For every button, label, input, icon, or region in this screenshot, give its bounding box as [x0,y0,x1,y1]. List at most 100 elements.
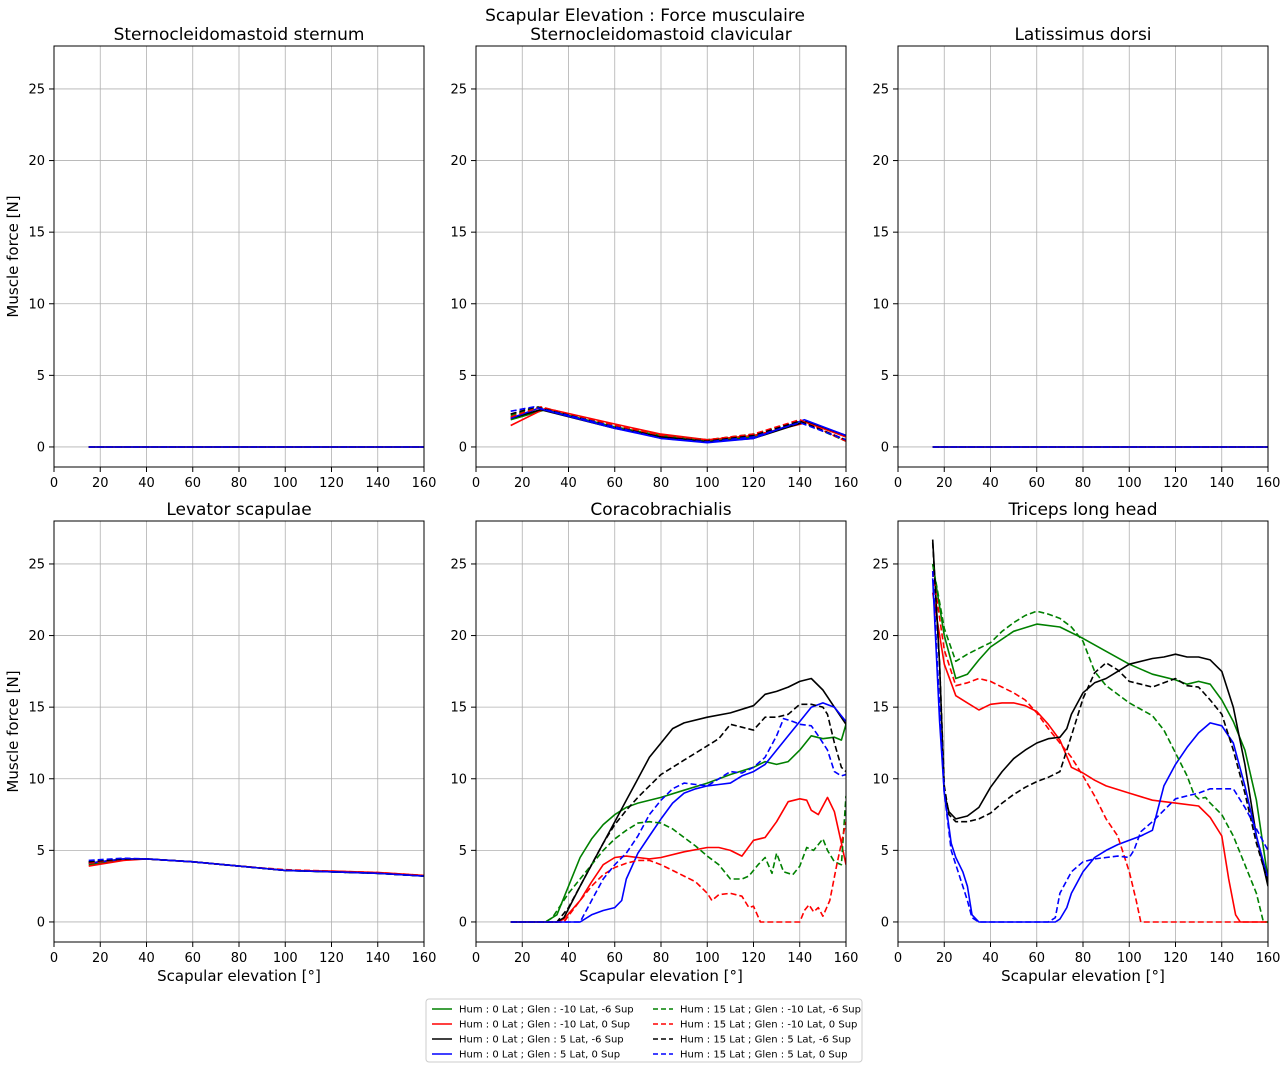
y-tick-label: 15 [872,701,889,716]
x-tick-label: 80 [231,476,248,491]
series-line-6 [510,406,846,442]
y-tick-label: 5 [459,369,467,384]
y-axis-label: Muscle force [N] [4,195,22,317]
y-tick-label: 25 [872,82,889,97]
x-tick-label: 80 [1075,476,1092,491]
subplot-3: 0 20 40 60 80 100 120 140 160 0 5 10 15 20 25 Latissimu… [872,25,1280,491]
legend-label: Hum : 15 Lat ; Glen : 5 Lat, -6 Sup [680,1035,851,1046]
x-tick-label: 0 [50,951,58,966]
subplot-2: 0 20 40 60 80 100 120 140 160 0 5 10 15 20 25 Sternocle… [450,25,858,491]
y-tick-label: 15 [450,701,467,716]
x-tick-label: 40 [138,476,155,491]
subplot-5: 0 20 40 60 80 100 120 140 160 0 5 10 15 20 25 Coracobra… [450,500,858,985]
series-line-7 [510,703,846,923]
x-tick-label: 140 [365,951,390,966]
x-tick-label: 60 [1028,951,1045,966]
x-tick-label: 120 [1163,476,1188,491]
legend-label: Hum : 0 Lat ; Glen : -10 Lat, -6 Sup [459,1005,634,1016]
legend-label: Hum : 0 Lat ; Glen : -10 Lat, 0 Sup [459,1020,630,1031]
x-tick-label: 160 [834,951,859,966]
legend-frame [425,998,863,1063]
y-tick-label: 25 [872,557,889,572]
series-line-1 [931,563,1268,880]
x-tick-label: 60 [606,951,623,966]
y-tick-label: 20 [28,629,45,644]
series-line-2 [931,592,1268,923]
x-tick-label: 140 [1209,951,1234,966]
x-tick-label: 120 [319,951,344,966]
x-tick-label: 20 [514,476,531,491]
y-tick-label: 10 [28,772,45,787]
y-tick-label: 20 [872,154,889,169]
x-tick-label: 140 [787,476,812,491]
subplot-grid: 0 20 40 60 80 100 120 140 1600510152025Sternocle… [4,25,1280,985]
x-tick-label: 80 [653,951,670,966]
y-tick-label: 20 [872,629,889,644]
x-tick-label: 80 [1075,951,1092,966]
x-tick-label: 100 [1117,951,1142,966]
y-tick-label: 15 [450,226,467,241]
x-tick-label: 140 [787,951,812,966]
x-axis-label: Scapular elevation [°] [579,967,743,985]
series-line-8 [510,717,846,923]
x-tick-label: 40 [982,951,999,966]
y-tick-label: 5 [881,844,889,859]
subplot-title: Latissimus dorsi [1014,25,1151,45]
x-tick-label: 40 [560,951,577,966]
y-tick-label: 0 [459,440,467,455]
legend: Hum : 0 Lat ; Glen : -10 Lat, -6 Sup Hum … [425,998,863,1063]
y-tick-label: 10 [872,772,889,787]
x-tick-label: 160 [834,476,859,491]
x-tick-label: 20 [514,951,531,966]
x-tick-label: 40 [560,476,577,491]
subplot-4: 0 20 40 60 80 100 120 140 160 0 5 10 15 20 25 Levator s… [4,500,436,985]
legend-label: Hum : 15 Lat ; Glen : -10 Lat, -6 Sup [680,1005,861,1016]
x-tick-label: 100 [273,951,298,966]
x-tick-label: 100 [273,476,298,491]
x-axis-label: Scapular elevation [°] [157,967,321,985]
y-tick-label: 15 [28,701,45,716]
x-tick-label: 20 [92,951,109,966]
x-tick-label: 0 [894,476,902,491]
x-tick-label: 20 [936,476,953,491]
series-line-8 [510,406,846,443]
x-tick-label: 0 [472,476,480,491]
series-line-8 [931,571,1268,923]
x-tick-label: 140 [1209,476,1234,491]
x-tick-label: 160 [1256,951,1281,966]
y-tick-label: 5 [881,369,889,384]
y-tick-label: 25 [450,82,467,97]
y-tick-label: 0 [37,440,45,455]
x-tick-label: 160 [1256,476,1281,491]
series-line-1 [510,724,846,923]
legend-label: Hum : 0 Lat ; Glen : 5 Lat, -6 Sup [459,1035,624,1046]
y-tick-label: 20 [450,154,467,169]
legend-label: Hum : 15 Lat ; Glen : 5 Lat, 0 Sup [680,1050,847,1061]
x-tick-label: 160 [412,951,437,966]
y-tick-label: 10 [450,297,467,312]
legend-label: Hum : 15 Lat ; Glen : -10 Lat, 0 Sup [680,1020,857,1031]
x-tick-label: 0 [50,476,58,491]
series-line-4 [510,702,846,923]
y-tick-label: 15 [872,226,889,241]
x-tick-label: 40 [138,951,155,966]
series-line-4 [931,578,1268,923]
x-axis-label: Scapular elevation [°] [1001,967,1165,985]
x-tick-label: 60 [606,476,623,491]
x-tick-label: 100 [1117,476,1142,491]
figure-suptitle: Scapular Elevation : Force musculaire [485,6,805,26]
y-tick-label: 15 [28,226,45,241]
x-tick-label: 80 [653,476,670,491]
x-tick-label: 160 [412,476,437,491]
x-tick-label: 120 [319,476,344,491]
subplot-1: 0 20 40 60 80 100 120 140 160 0 5 10 15 20 25 Sternocle… [4,25,436,491]
series-line-8 [88,857,424,877]
x-tick-label: 20 [92,476,109,491]
y-tick-label: 0 [37,915,45,930]
y-tick-label: 10 [28,297,45,312]
series-line-3 [931,539,1268,887]
x-tick-label: 120 [1163,951,1188,966]
x-tick-label: 60 [184,476,201,491]
x-tick-label: 20 [936,951,953,966]
